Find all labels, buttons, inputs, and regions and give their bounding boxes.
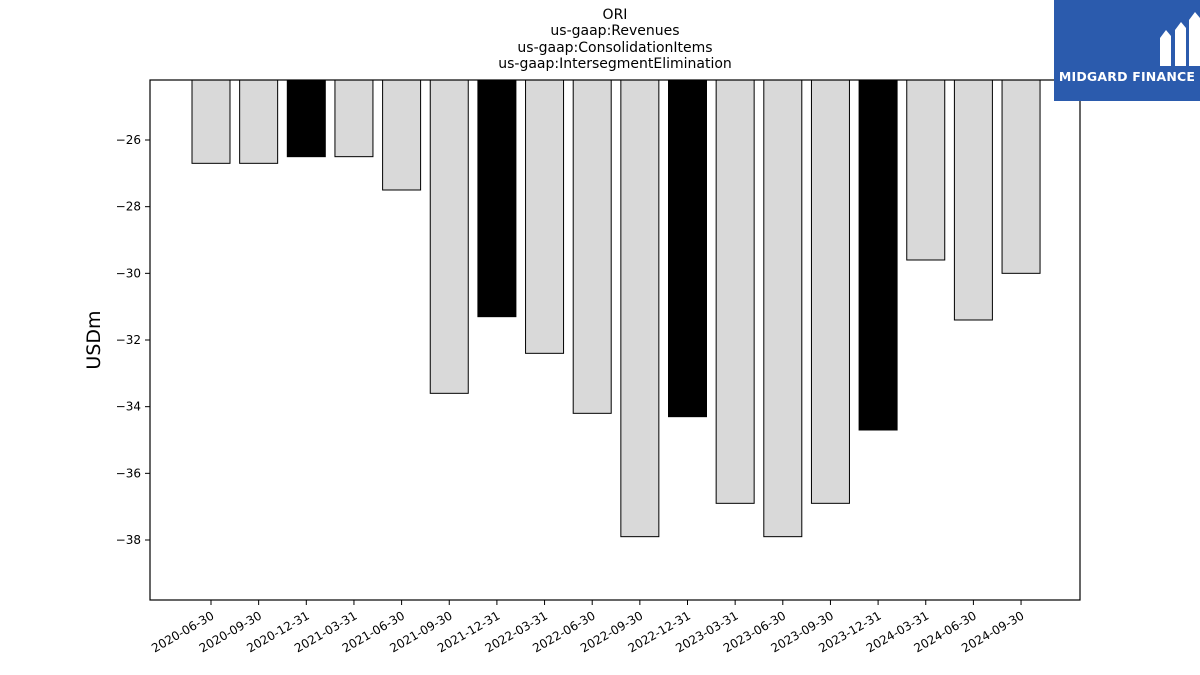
- y-tick-label: −26: [116, 133, 141, 147]
- chart-title-line-4: us-gaap:IntersegmentElimination: [498, 56, 732, 72]
- y-tick-label: −34: [116, 400, 141, 414]
- bar: [906, 79, 946, 261]
- y-tick-label: −38: [116, 533, 141, 547]
- logo-badge: MIDGARD FINANCE: [1054, 0, 1200, 101]
- bar: [715, 79, 755, 504]
- bar: [810, 79, 850, 504]
- bar: [239, 79, 279, 164]
- bar: [525, 79, 565, 354]
- y-tick-label: −30: [116, 266, 141, 280]
- bar: [1001, 79, 1041, 274]
- bar: [572, 79, 612, 414]
- bar: [620, 79, 660, 538]
- y-tick-label: −32: [116, 333, 141, 347]
- bar: [953, 79, 993, 321]
- bar: [191, 79, 231, 164]
- chart-title-line-1: ORI: [602, 7, 628, 23]
- bar: [477, 79, 517, 318]
- bar: [763, 79, 803, 538]
- y-axis-label: USDm: [83, 310, 105, 369]
- y-tick-label: −28: [116, 200, 141, 214]
- bar: [382, 79, 422, 191]
- y-tick-label: −36: [116, 466, 141, 480]
- bar: [334, 79, 374, 158]
- chart-title-line-3: us-gaap:ConsolidationItems: [517, 40, 713, 56]
- midgard-logo-icon: [1160, 12, 1200, 66]
- bar: [286, 79, 326, 158]
- bar: [429, 79, 469, 394]
- bar: [668, 79, 707, 418]
- bar: [858, 79, 898, 431]
- chart-title-line-2: us-gaap:Revenues: [550, 23, 680, 39]
- logo-text: MIDGARD FINANCE: [1058, 69, 1196, 84]
